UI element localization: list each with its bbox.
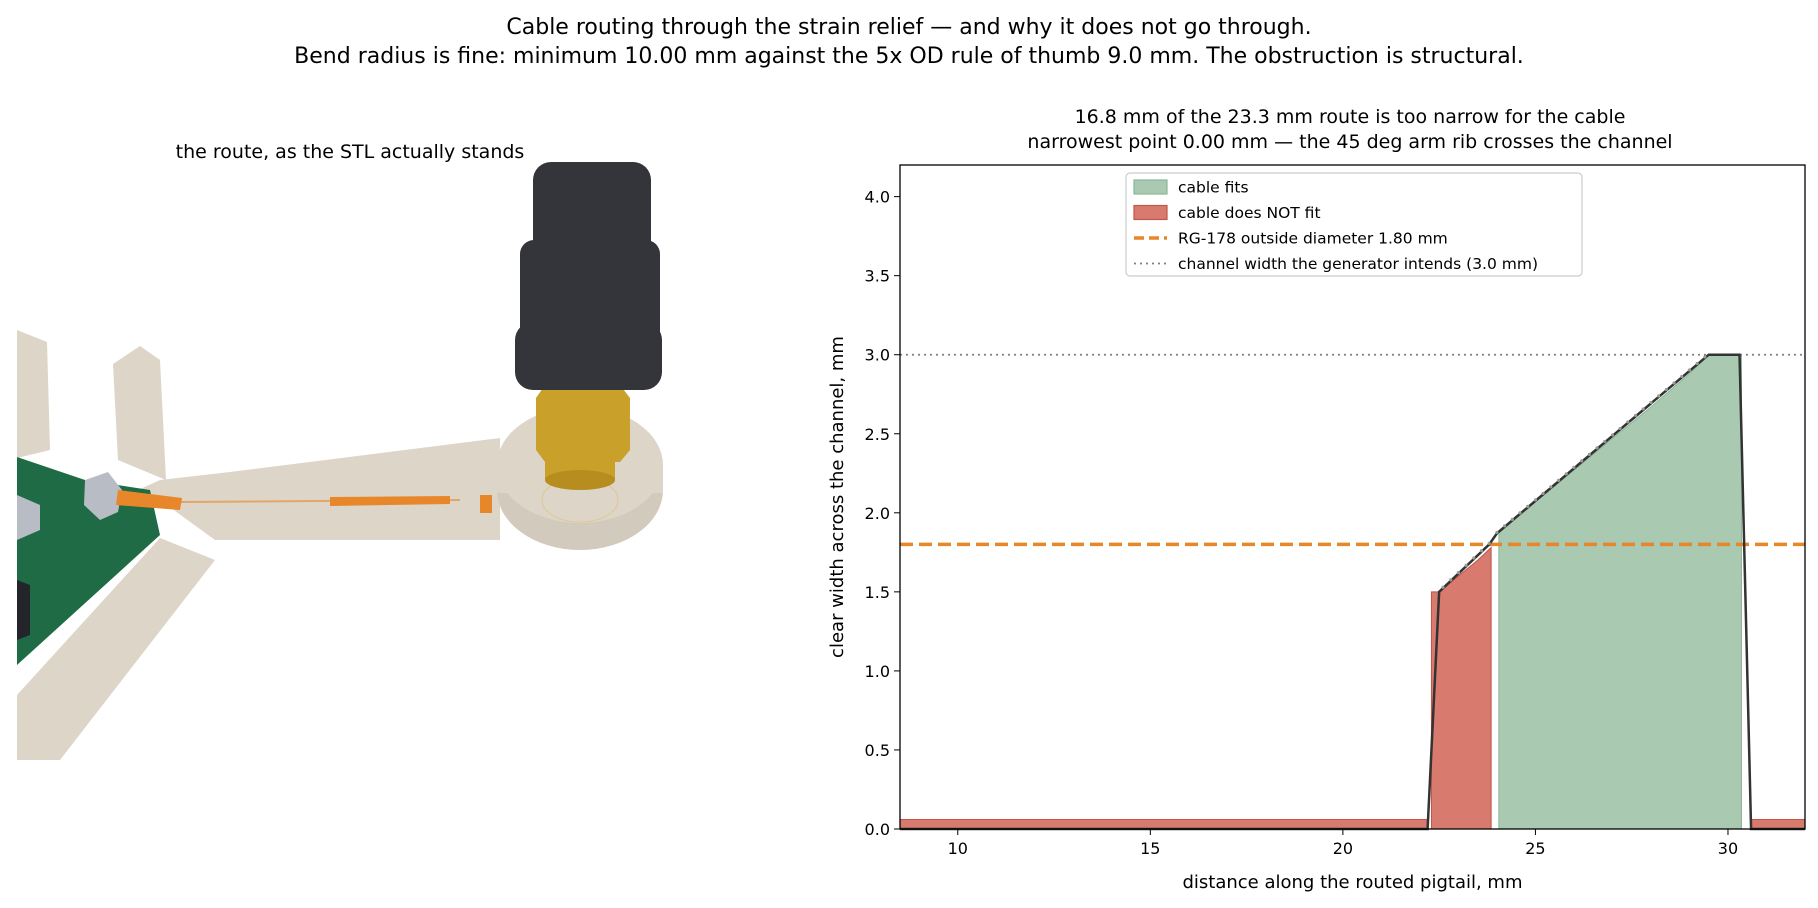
- legend-label: channel width the generator intends (3.0…: [1178, 255, 1538, 273]
- profile-sample-point: [1672, 381, 1676, 385]
- plot-frame: [899, 164, 1806, 830]
- bracket-second-prong: [113, 346, 166, 480]
- profile-sample-point: [1664, 387, 1668, 392]
- region-fills: [899, 354, 1806, 830]
- cable-segment-1: [116, 490, 182, 510]
- legend-swatch: [1133, 179, 1168, 195]
- not-fit-region-1: [1430, 546, 1492, 830]
- y-tick-label: 0.0: [865, 820, 890, 839]
- chart-title: 16.8 mm of the 23.3 mm route is too narr…: [1074, 106, 1626, 128]
- y-tick-label: 0.5: [865, 741, 890, 760]
- profile-sample-point: [1680, 374, 1684, 379]
- profile-sample-point: [1526, 504, 1530, 508]
- x-tick-label: 20: [1333, 839, 1353, 858]
- legend-label: cable does NOT fit: [1178, 204, 1321, 222]
- profile-sample-point: [1549, 485, 1553, 489]
- profile-sample-point: [1456, 571, 1461, 575]
- x-tick-label: 10: [948, 839, 968, 858]
- profile-sample-point: [1595, 446, 1599, 450]
- axes: 10 15 20 25 30 0.0 0.5 1.0 1.5 2.0 2.5 3.0 3.5 4.0 dis…: [827, 164, 1806, 893]
- y-tick-label: 3.5: [865, 267, 890, 286]
- y-axis-label: clear width across the channel, mm: [827, 336, 848, 658]
- profile-sample-point: [1626, 420, 1630, 424]
- y-tick-label: 1.5: [865, 583, 890, 602]
- legend: cable fits cable does NOT fit RG-178 outsi…: [1125, 172, 1583, 277]
- not-fit-region-0: [899, 819, 1429, 830]
- bracket-upper-prong: [17, 330, 50, 458]
- connector-base-bottom: [545, 470, 615, 490]
- profile-sample-point: [1533, 498, 1538, 502]
- not-fit-region-2: [1750, 819, 1806, 830]
- bracket-lower-arm: [17, 538, 215, 760]
- y-tick-label: 2.5: [865, 425, 890, 444]
- y-tick-label: 1.0: [865, 662, 890, 681]
- left-panel-title: the route, as the STL actually stands: [175, 141, 525, 163]
- y-tick-label: 3.0: [865, 346, 890, 365]
- profile-sample-point: [1641, 407, 1645, 411]
- connector-hex: [536, 385, 630, 462]
- profile-sample-point: [1572, 465, 1576, 469]
- pcb-dark-part: [17, 580, 30, 640]
- y-tick-label: 2.0: [865, 504, 890, 523]
- stl-render: [17, 162, 663, 760]
- profile-sample-point: [1580, 459, 1584, 463]
- profile-sample-point: [1633, 413, 1638, 418]
- routed-cable: [116, 490, 492, 513]
- profile-sample-point: [1487, 541, 1491, 546]
- legend-label: RG-178 outside diameter 1.80 mm: [1178, 230, 1448, 248]
- x-tick-label: 15: [1140, 839, 1160, 858]
- connector-nut-body: [520, 240, 660, 350]
- legend-swatch: [1133, 204, 1168, 221]
- profile-sample-point: [1687, 368, 1692, 372]
- y-tick-label: 4.0: [865, 188, 890, 207]
- pcb-board: [17, 457, 160, 665]
- profile-sample-point: [1441, 585, 1445, 589]
- profile-sample-point: [1464, 563, 1468, 567]
- bracket-main-arm: [17, 438, 500, 570]
- cable-segment-3: [330, 496, 450, 506]
- profile-sample-point: [1603, 439, 1607, 444]
- cable-clip: [84, 472, 122, 520]
- x-tick-label: 30: [1718, 839, 1738, 858]
- profile-sample-point: [1449, 578, 1453, 582]
- profile-sample-point: [1556, 478, 1561, 482]
- profile-sample-point: [1695, 361, 1699, 366]
- profile-sample-point: [1618, 426, 1622, 431]
- profile-sample-point: [1564, 472, 1568, 476]
- profile-sample-point: [1657, 394, 1661, 398]
- profile-sample-point: [1587, 452, 1591, 457]
- profile-sample-point: [1472, 556, 1476, 560]
- legend-label: cable fits: [1178, 179, 1249, 197]
- profile-sample-point: [1610, 433, 1615, 437]
- profile-sample-point: [1503, 524, 1507, 528]
- fits-region-0: [1498, 354, 1742, 830]
- profile-sample-point: [1541, 491, 1545, 495]
- profile-sample-point: [1649, 400, 1653, 405]
- sma-connector: [515, 162, 662, 523]
- cable-end: [480, 495, 492, 513]
- x-tick-label: 25: [1525, 839, 1545, 858]
- reference-lines: [900, 353, 1805, 547]
- pcb-clip-left: [17, 495, 40, 540]
- profile-sample-point: [1510, 517, 1514, 521]
- figure-title: Cable routing through the strain relief …: [506, 15, 1312, 40]
- connector-nut-top: [533, 162, 651, 262]
- profile-sample-point: [1479, 549, 1484, 553]
- chart-subtitle: narrowest point 0.00 mm — the 45 deg arm…: [1027, 131, 1673, 153]
- profile-sample-point: [1518, 511, 1522, 515]
- profile-sample-point: [1495, 530, 1499, 534]
- profile-sample-point: [1703, 355, 1707, 359]
- x-axis-label: distance along the routed pigtail, mm: [1182, 872, 1522, 893]
- legend-box: [1125, 172, 1583, 277]
- figure-subtitle: Bend radius is fine: minimum 10.00 mm ag…: [294, 44, 1524, 69]
- width-profile: [900, 353, 1805, 831]
